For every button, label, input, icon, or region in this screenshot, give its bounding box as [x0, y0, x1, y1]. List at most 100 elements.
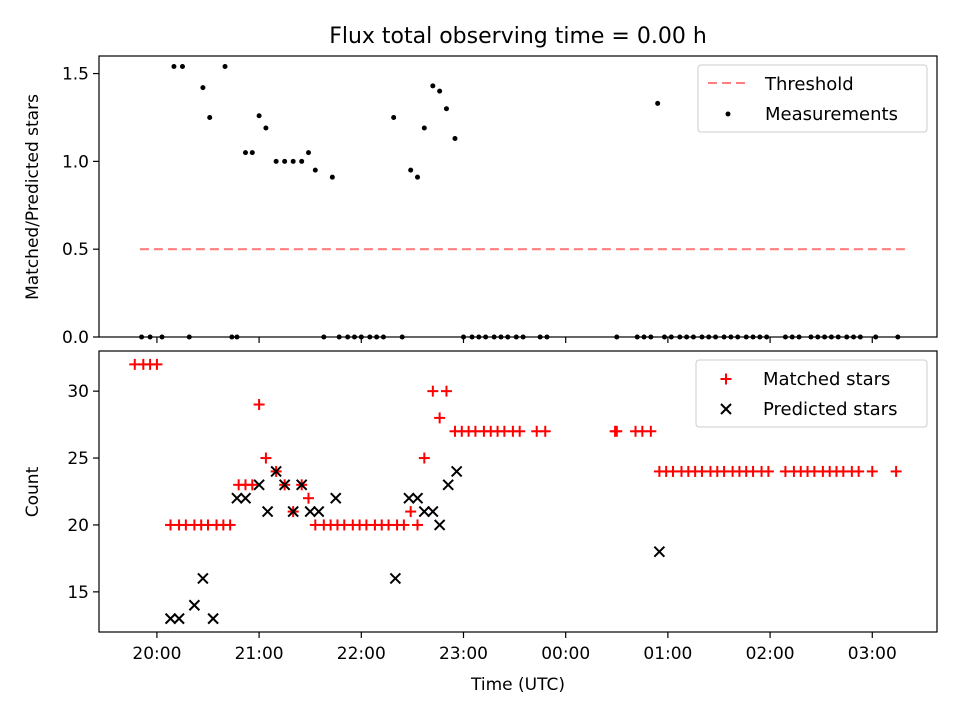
matched-star-point: [539, 425, 551, 437]
predicted-star-point: [304, 505, 316, 518]
x-tick-label: 23:00: [439, 644, 488, 664]
matched-star-point: [412, 519, 424, 531]
matched-legend-label: Matched stars: [763, 369, 890, 390]
matched-star-point: [418, 452, 430, 464]
bottom-marks: [129, 358, 902, 625]
matched-star-point: [514, 425, 526, 437]
measurement-point: [443, 106, 449, 112]
predicted-star-point: [207, 612, 219, 625]
bottom-legend-frame: [695, 359, 928, 428]
measurement-point: [437, 88, 443, 94]
measurement-point: [242, 150, 248, 156]
predicted-star-point: [433, 519, 446, 531]
measurement-point: [222, 64, 228, 70]
top-ticks: 0.0 0.5 1.0 1.5: [62, 65, 873, 348]
measurement-point: [273, 158, 279, 164]
x-axis-label: Time (UTC): [470, 675, 565, 695]
measurement-point: [415, 174, 421, 180]
measurement-point: [306, 150, 311, 156]
measurement-point: [391, 114, 397, 120]
matched-star-point: [427, 385, 439, 397]
predicted-star-point: [261, 505, 274, 518]
predicted-star-point: [188, 599, 201, 611]
predicted-legend-swatch: [720, 403, 732, 415]
top-y-axis-label: Matched/Predicted stars: [23, 94, 43, 300]
predicted-star-point: [411, 492, 424, 504]
threshold-legend-label: Threshold: [764, 74, 854, 95]
predicted-star-point: [442, 479, 454, 491]
measurement-point: [282, 158, 288, 164]
measurement-point: [263, 125, 269, 131]
matched-star-point: [151, 358, 163, 370]
predicted-star-point: [278, 479, 291, 491]
matched-legend-marker: [720, 373, 732, 385]
y-tick-label: 25: [67, 449, 89, 469]
top-panel: 0.0 0.5 1.0 1.5 Matched/Predicted stars Thr…: [23, 55, 938, 348]
matched-legend-swatch: [720, 373, 732, 385]
top-marks: [139, 64, 910, 340]
matched-star-point: [440, 385, 452, 397]
x-tick-label: 21:00: [235, 644, 284, 664]
matched-star-point: [611, 425, 623, 437]
top-legend-frame: [697, 64, 928, 133]
bottom-axes-frame: [98, 350, 938, 633]
x-tick-label: 02:00: [746, 644, 795, 664]
measurement-point: [200, 85, 206, 91]
predicted-legend-label: Predicted stars: [763, 399, 897, 420]
predicted-star-point: [330, 492, 342, 504]
predicted-legend-marker: [720, 403, 732, 415]
measurement-point: [179, 64, 185, 70]
measurement-point: [329, 174, 335, 180]
matched-star-point: [246, 479, 258, 491]
measurement-point: [290, 158, 296, 164]
measurement-point: [408, 167, 414, 173]
predicted-star-point: [450, 465, 463, 478]
y-tick-label: 0.5: [62, 240, 89, 260]
matched-star-point: [853, 465, 865, 477]
predicted-star-point: [173, 612, 185, 625]
x-tick-label: 22:00: [337, 644, 386, 664]
predicted-star-point: [295, 479, 308, 491]
matched-star-point: [645, 425, 657, 437]
predicted-star-point: [427, 505, 439, 518]
predicted-star-point: [403, 492, 415, 504]
x-tick-label: 20:00: [132, 644, 181, 664]
predicted-star-point: [270, 465, 282, 478]
measurement-point: [249, 150, 255, 156]
bottom-ticks: 20:00 21:00 22:00 23:00 00:00 01:00 02:00 03:00…: [67, 382, 896, 664]
matched-star-point: [866, 465, 878, 477]
x-tick-label: 01:00: [643, 644, 692, 664]
predicted-star-point: [239, 492, 252, 504]
y-tick-label: 0.0: [62, 328, 89, 348]
matched-star-point: [405, 506, 417, 518]
measurements-legend-swatch: [725, 111, 731, 117]
chart-title: Flux total observing time = 0.00 h: [329, 24, 707, 49]
matched-star-point: [434, 412, 446, 424]
measurement-point: [655, 100, 661, 106]
matched-star-point: [398, 519, 410, 531]
top-legend: Threshold Measurements: [697, 64, 928, 133]
matched-star-point: [762, 465, 774, 477]
measurement-point: [299, 158, 305, 164]
predicted-star-point: [287, 505, 299, 518]
predicted-star-point: [653, 546, 666, 558]
y-tick-label: 1.0: [62, 152, 89, 172]
measurements-legend-label: Measurements: [765, 104, 898, 125]
bottom-y-axis-label: Count: [23, 466, 43, 517]
predicted-star-point: [253, 479, 265, 491]
predicted-star-point: [313, 505, 325, 518]
matched-star-point: [303, 492, 314, 504]
x-tick-label: 00:00: [541, 644, 590, 664]
measurement-point: [312, 167, 318, 173]
predicted-star-point: [418, 505, 431, 518]
matched-star-point: [224, 519, 236, 531]
matched-star-point: [890, 465, 902, 477]
measurement-point: [171, 64, 177, 70]
measurement-point: [256, 113, 262, 119]
matched-star-point: [260, 452, 272, 464]
predicted-star-point: [197, 572, 209, 585]
y-tick-label: 30: [67, 382, 89, 402]
y-tick-label: 20: [67, 516, 89, 536]
y-tick-label: 1.5: [62, 65, 89, 85]
